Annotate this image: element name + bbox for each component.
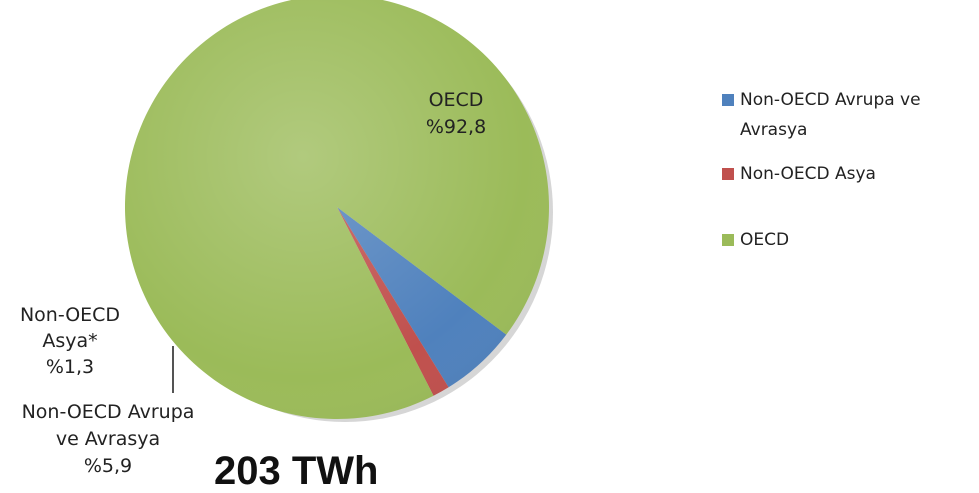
slice-label-oecd: OECD %92,8 bbox=[426, 89, 486, 138]
slice-label-non-oecd-avrupa-ve-avrasya: Non-OECD Avrupa ve Avrasya %5,9 bbox=[22, 401, 195, 477]
legend-item-oecd: OECD bbox=[722, 225, 979, 255]
legend-label: Non-OECD Avrupa ve Avrasya bbox=[740, 90, 921, 140]
legend-item-non-oecd-avrupa: Non-OECD Avrupa ve Avrasya bbox=[722, 85, 979, 145]
legend-label: OECD bbox=[740, 230, 790, 250]
slice-label-line: Non-OECD bbox=[20, 304, 120, 326]
legend: Non-OECD Avrupa ve Avrasya Non-OECD Asya… bbox=[722, 85, 979, 255]
slice-label-line: Asya* bbox=[42, 330, 97, 352]
legend-swatch bbox=[722, 94, 734, 106]
slice-label-line: ve Avrasya bbox=[56, 428, 160, 450]
slice-label-non-oecd-asya: Non-OECD Asya* %1,3 bbox=[20, 304, 120, 378]
slice-label-line: %92,8 bbox=[426, 116, 486, 138]
legend-swatch bbox=[722, 234, 734, 246]
slice-label-line: OECD bbox=[429, 89, 484, 111]
legend-swatch bbox=[722, 168, 734, 180]
pie-sheen bbox=[125, 0, 549, 419]
slice-labels: Non-OECD Avrupa ve Avrasya %5,9 Non-OECD Asy… bbox=[20, 89, 486, 477]
chart-title: 203 TWh bbox=[214, 449, 378, 493]
legend-item-non-oecd-asya: Non-OECD Asya bbox=[722, 159, 979, 189]
legend-label: Non-OECD Asya bbox=[740, 164, 876, 184]
slice-label-line: %1,3 bbox=[46, 356, 94, 378]
slice-label-line: %5,9 bbox=[84, 455, 132, 477]
slice-label-line: Non-OECD Avrupa bbox=[22, 401, 195, 423]
